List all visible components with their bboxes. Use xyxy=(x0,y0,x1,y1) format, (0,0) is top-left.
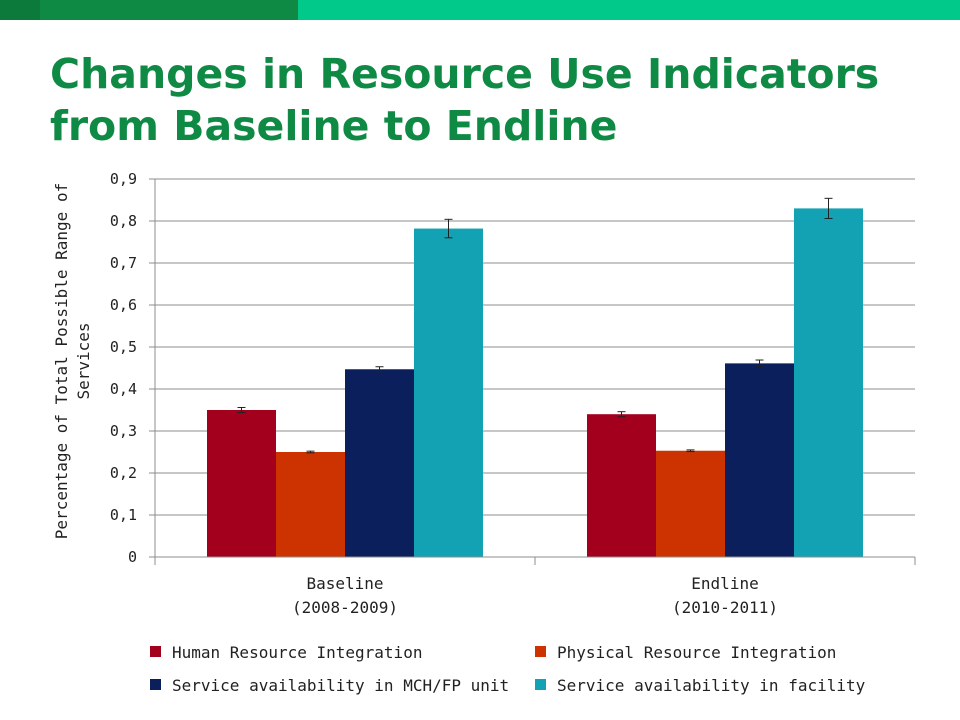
y-tick-label: 0,9 xyxy=(110,170,137,188)
bar xyxy=(656,450,725,557)
axes xyxy=(149,178,916,565)
y-axis-title-line-2: Services xyxy=(74,322,93,399)
y-tick-label: 0,7 xyxy=(110,254,137,272)
x-category-label-sub: (2010-2011) xyxy=(672,598,778,617)
y-tick-label: 0,1 xyxy=(110,506,137,524)
labels: 0 0,1 0,2 0,3 0,4 0,5 0,6 0,7 0,8 0,9 Baseline (200… xyxy=(52,170,778,617)
top-accent-bar xyxy=(0,0,960,20)
legend-swatch xyxy=(535,646,546,657)
y-tick-label: 0,6 xyxy=(110,296,137,314)
bar xyxy=(725,363,794,557)
bar xyxy=(276,452,345,557)
top-accent-bar-segment-dark xyxy=(0,0,40,20)
y-axis-title-line-1: Percentage of Total Possible Range of xyxy=(52,183,71,539)
top-accent-bar-segment-mid xyxy=(40,0,298,20)
legend-swatch xyxy=(535,679,546,690)
x-category-label-sub: (2008-2009) xyxy=(292,598,398,617)
x-category-label: Baseline xyxy=(306,574,383,593)
slide-title: Changes in Resource Use Indicators from … xyxy=(50,48,930,152)
y-tick-label: 0 xyxy=(128,548,137,566)
y-tick-label: 0,8 xyxy=(110,212,137,230)
bar xyxy=(207,410,276,557)
bar xyxy=(345,369,414,557)
legend-label: Service availability in facility xyxy=(557,676,866,695)
slide-title-line-2: from Baseline to Endline xyxy=(50,102,618,150)
legend-label: Service availability in MCH/FP unit xyxy=(172,676,509,695)
y-tick-label: 0,3 xyxy=(110,422,137,440)
legend-swatch xyxy=(150,646,161,657)
y-tick-label: 0,4 xyxy=(110,380,137,398)
bar xyxy=(587,414,656,557)
bars xyxy=(207,197,863,557)
top-accent-bar-segment-light xyxy=(298,0,960,20)
y-tick-label: 0,5 xyxy=(110,338,137,356)
legend: Human Resource Integration Physical Resou… xyxy=(150,643,866,695)
legend-label: Human Resource Integration xyxy=(172,643,422,662)
legend-label: Physical Resource Integration xyxy=(557,643,836,662)
slide-title-line-1: Changes in Resource Use Indicators xyxy=(50,50,880,98)
bar xyxy=(794,208,863,557)
x-category-label: Endline xyxy=(691,574,758,593)
legend-swatch xyxy=(150,679,161,690)
y-tick-label: 0,2 xyxy=(110,464,137,482)
bar xyxy=(414,228,483,557)
